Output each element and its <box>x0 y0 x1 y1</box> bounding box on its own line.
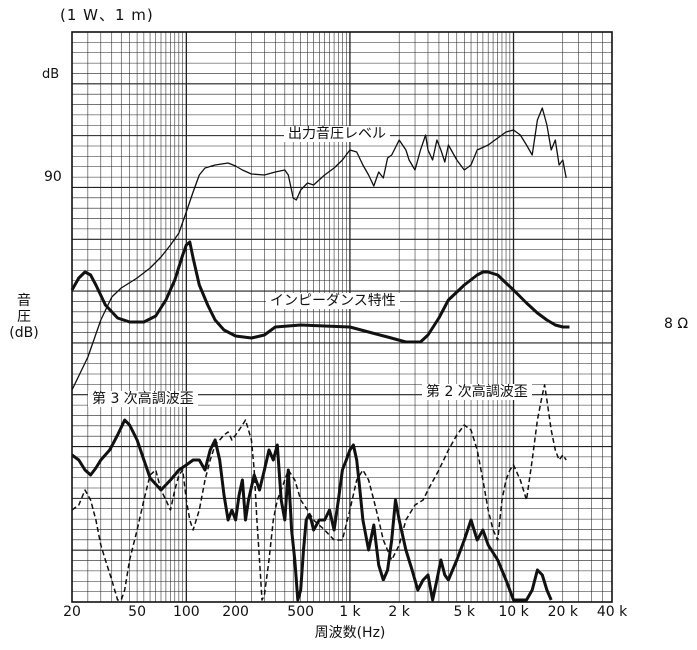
y-axis-label-line-1: 圧 <box>17 309 31 326</box>
grid <box>72 32 612 602</box>
impedance-reference-label: 8 Ω <box>664 316 689 332</box>
x-tick-label: 100 <box>172 604 200 620</box>
x-tick-label: 10 k <box>498 604 529 620</box>
x-tick-label: 5 k <box>453 604 475 620</box>
series-line-3 <box>71 384 567 601</box>
series-label-impedance: インピーダンス特性 <box>266 293 400 309</box>
series-label-second-harmonic: 第 2 次高調波歪 <box>422 384 532 400</box>
series-label-third-harmonic: 第 3 次高調波歪 <box>88 391 198 407</box>
y-tick-90: 90 <box>44 169 62 185</box>
x-tick-label: 50 <box>128 604 147 620</box>
x-tick-label: 20 <box>63 604 81 620</box>
x-tick-label: 500 <box>287 604 315 620</box>
x-tick-label: 40 k <box>596 604 628 620</box>
series-line-0 <box>71 107 567 391</box>
y-axis-label: 音圧 (dB) <box>6 293 42 341</box>
measurement-conditions: (1 W、1 m) <box>60 6 154 24</box>
series-lines <box>70 107 570 602</box>
x-tick-label: 1 k <box>339 604 361 620</box>
plot-frame <box>71 31 613 603</box>
x-tick-label: 20 k <box>547 604 578 620</box>
x-tick-label: 200 <box>222 604 249 620</box>
y-axis-label-line-0: 音 <box>17 293 31 309</box>
series-label-output-spl: 出力音圧レベル <box>284 126 390 142</box>
x-axis-label: 周波数(Hz) <box>314 625 386 641</box>
y-axis-unit: dB <box>42 67 60 82</box>
x-tick-label: 2 k <box>388 604 410 620</box>
series-line-2 <box>71 418 553 602</box>
series-line-1 <box>70 240 570 344</box>
y-axis-label-line-2: (dB) <box>9 325 39 342</box>
